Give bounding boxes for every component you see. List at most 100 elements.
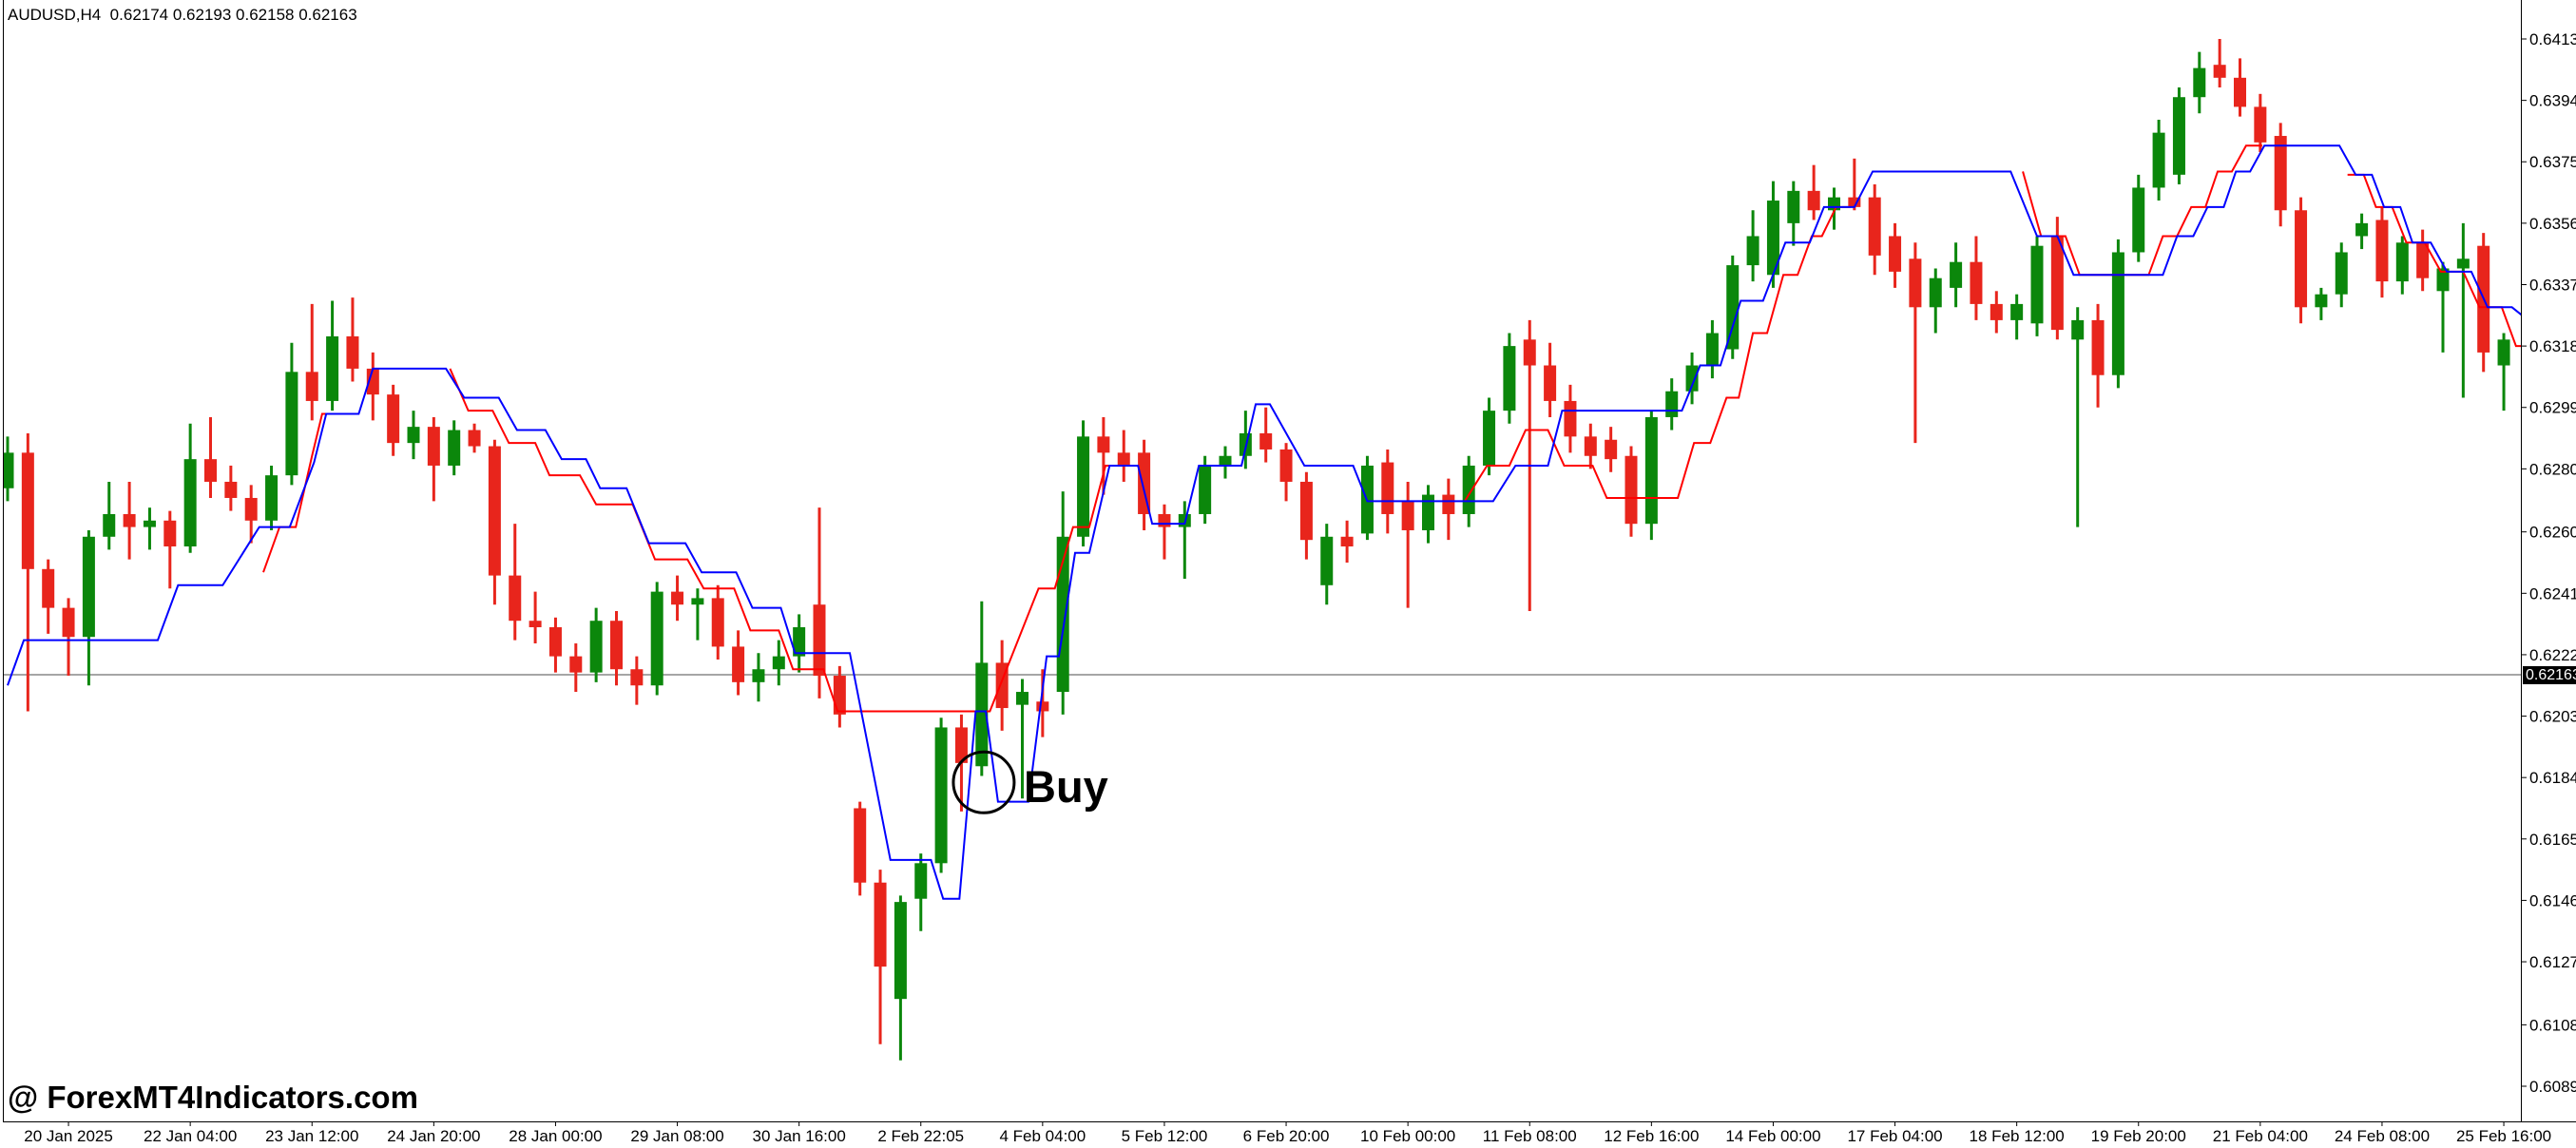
candle-body-up	[1462, 465, 1475, 514]
candle-body-down	[468, 430, 481, 447]
candle-body-down	[569, 656, 583, 673]
candle-body-down	[488, 446, 501, 576]
candle-body-down	[2274, 136, 2287, 211]
candle-body-down	[1340, 536, 1354, 546]
candle-body-down	[1036, 701, 1049, 712]
candle-body-down	[2416, 242, 2430, 278]
candle-body-up	[2355, 222, 2369, 237]
candle-body-up	[2172, 97, 2185, 175]
buy-signal-circle	[952, 750, 1016, 814]
candle-body-up	[2030, 245, 2044, 324]
x-axis-label: 19 Feb 20:00	[2091, 1127, 2186, 1145]
candle-body-up	[934, 727, 948, 864]
candle-body-up	[1016, 692, 1028, 705]
candle-body-down	[1848, 197, 1861, 207]
candle-body-down	[874, 882, 887, 967]
candle-body-down	[1584, 436, 1597, 456]
plot-area	[3, 39, 2521, 1061]
candle-body-down	[1990, 303, 2003, 320]
candle-body-up	[2071, 319, 2085, 340]
candle-body-up	[1787, 190, 1800, 223]
candle-body-up	[650, 591, 663, 686]
candle-body-up	[1483, 411, 1496, 466]
candle-body-up	[1665, 391, 1679, 417]
candle-body-up	[691, 598, 704, 605]
candle-body-up	[2395, 242, 2409, 282]
candle-body-up	[975, 662, 989, 767]
candle-body-down	[244, 497, 258, 521]
candle-body-down	[813, 604, 826, 677]
candle-body-up	[1766, 201, 1779, 276]
x-axis-label: 14 Feb 00:00	[1725, 1127, 1820, 1145]
candle-body-up	[2436, 268, 2450, 292]
candle-body-up	[1726, 265, 1740, 350]
candle-body-down	[1970, 261, 1983, 304]
indicator-line-red	[1464, 205, 1851, 502]
candle-body-down	[2295, 210, 2308, 308]
candle-body-down	[548, 627, 562, 657]
x-axis-label: 11 Feb 08:00	[1483, 1127, 1577, 1145]
candle-body-down	[1523, 339, 1536, 366]
candle-body-down	[204, 459, 217, 482]
candle-body-down	[1624, 455, 1638, 525]
candle-body-up	[1950, 261, 1963, 288]
indicator-line-red	[449, 368, 1137, 713]
candle-body-down	[1381, 462, 1394, 514]
candle-body-up	[3, 452, 14, 488]
candle-body-up	[2497, 339, 2510, 366]
symbol-ohlc-title: AUDUSD,H4 0.62174 0.62193 0.62158 0.6216…	[8, 6, 357, 24]
x-axis-label: 2 Feb 22:05	[877, 1127, 964, 1145]
candle-body-up	[265, 475, 279, 521]
x-axis-label: 23 Jan 12:00	[265, 1127, 358, 1145]
x-axis-label: 22 Jan 04:00	[144, 1127, 237, 1145]
candle-body-up	[1705, 333, 1719, 366]
candle-body-down	[610, 621, 623, 670]
candle-body-down	[1889, 236, 1902, 272]
candle-body-down	[21, 452, 34, 569]
candle-body-up	[2335, 252, 2348, 295]
y-axis-label: 0.61275	[2529, 953, 2576, 971]
x-axis-label: 24 Feb 08:00	[2335, 1127, 2430, 1145]
candle-body-down	[1279, 449, 1293, 482]
y-axis-label: 0.61655	[2529, 831, 2576, 849]
candle-body-down	[2234, 77, 2246, 107]
indicator-line-red	[2347, 173, 2521, 348]
candle-body-up	[1077, 436, 1090, 537]
candle-body-down	[630, 669, 644, 686]
candle-body-up	[914, 863, 928, 899]
candle-body-up	[2132, 187, 2145, 253]
y-axis-label: 0.61465	[2529, 891, 2576, 909]
y-axis-label: 0.62605	[2529, 524, 2576, 542]
candle-body-down	[954, 727, 968, 763]
candle-body-down	[42, 568, 55, 608]
candle-body-down	[163, 520, 177, 546]
candle-body-up	[285, 372, 298, 476]
candle-body-up	[448, 430, 461, 466]
candle-body-up	[1422, 494, 1434, 530]
candle-body-down	[732, 646, 745, 682]
x-axis-label: 18 Feb 12:00	[1970, 1127, 2065, 1145]
candle-body-up	[894, 902, 907, 1000]
candle-body-down	[62, 607, 75, 638]
candle-body-down	[224, 481, 238, 498]
candle-body-up	[1219, 455, 1232, 466]
candle-body-down	[833, 676, 846, 715]
candle-body-down	[1259, 432, 1273, 450]
candle-body-down	[427, 427, 440, 466]
candle-body-down	[1299, 481, 1313, 541]
candle-body-up	[1828, 197, 1840, 211]
candle-body-up	[1320, 536, 1334, 585]
candle-body-down	[529, 621, 542, 628]
current-price-tag: 0.62163	[2523, 666, 2576, 684]
candle-body-up	[103, 513, 116, 537]
candle-body-down	[1138, 452, 1151, 514]
y-axis-label: 0.62035	[2529, 708, 2576, 726]
